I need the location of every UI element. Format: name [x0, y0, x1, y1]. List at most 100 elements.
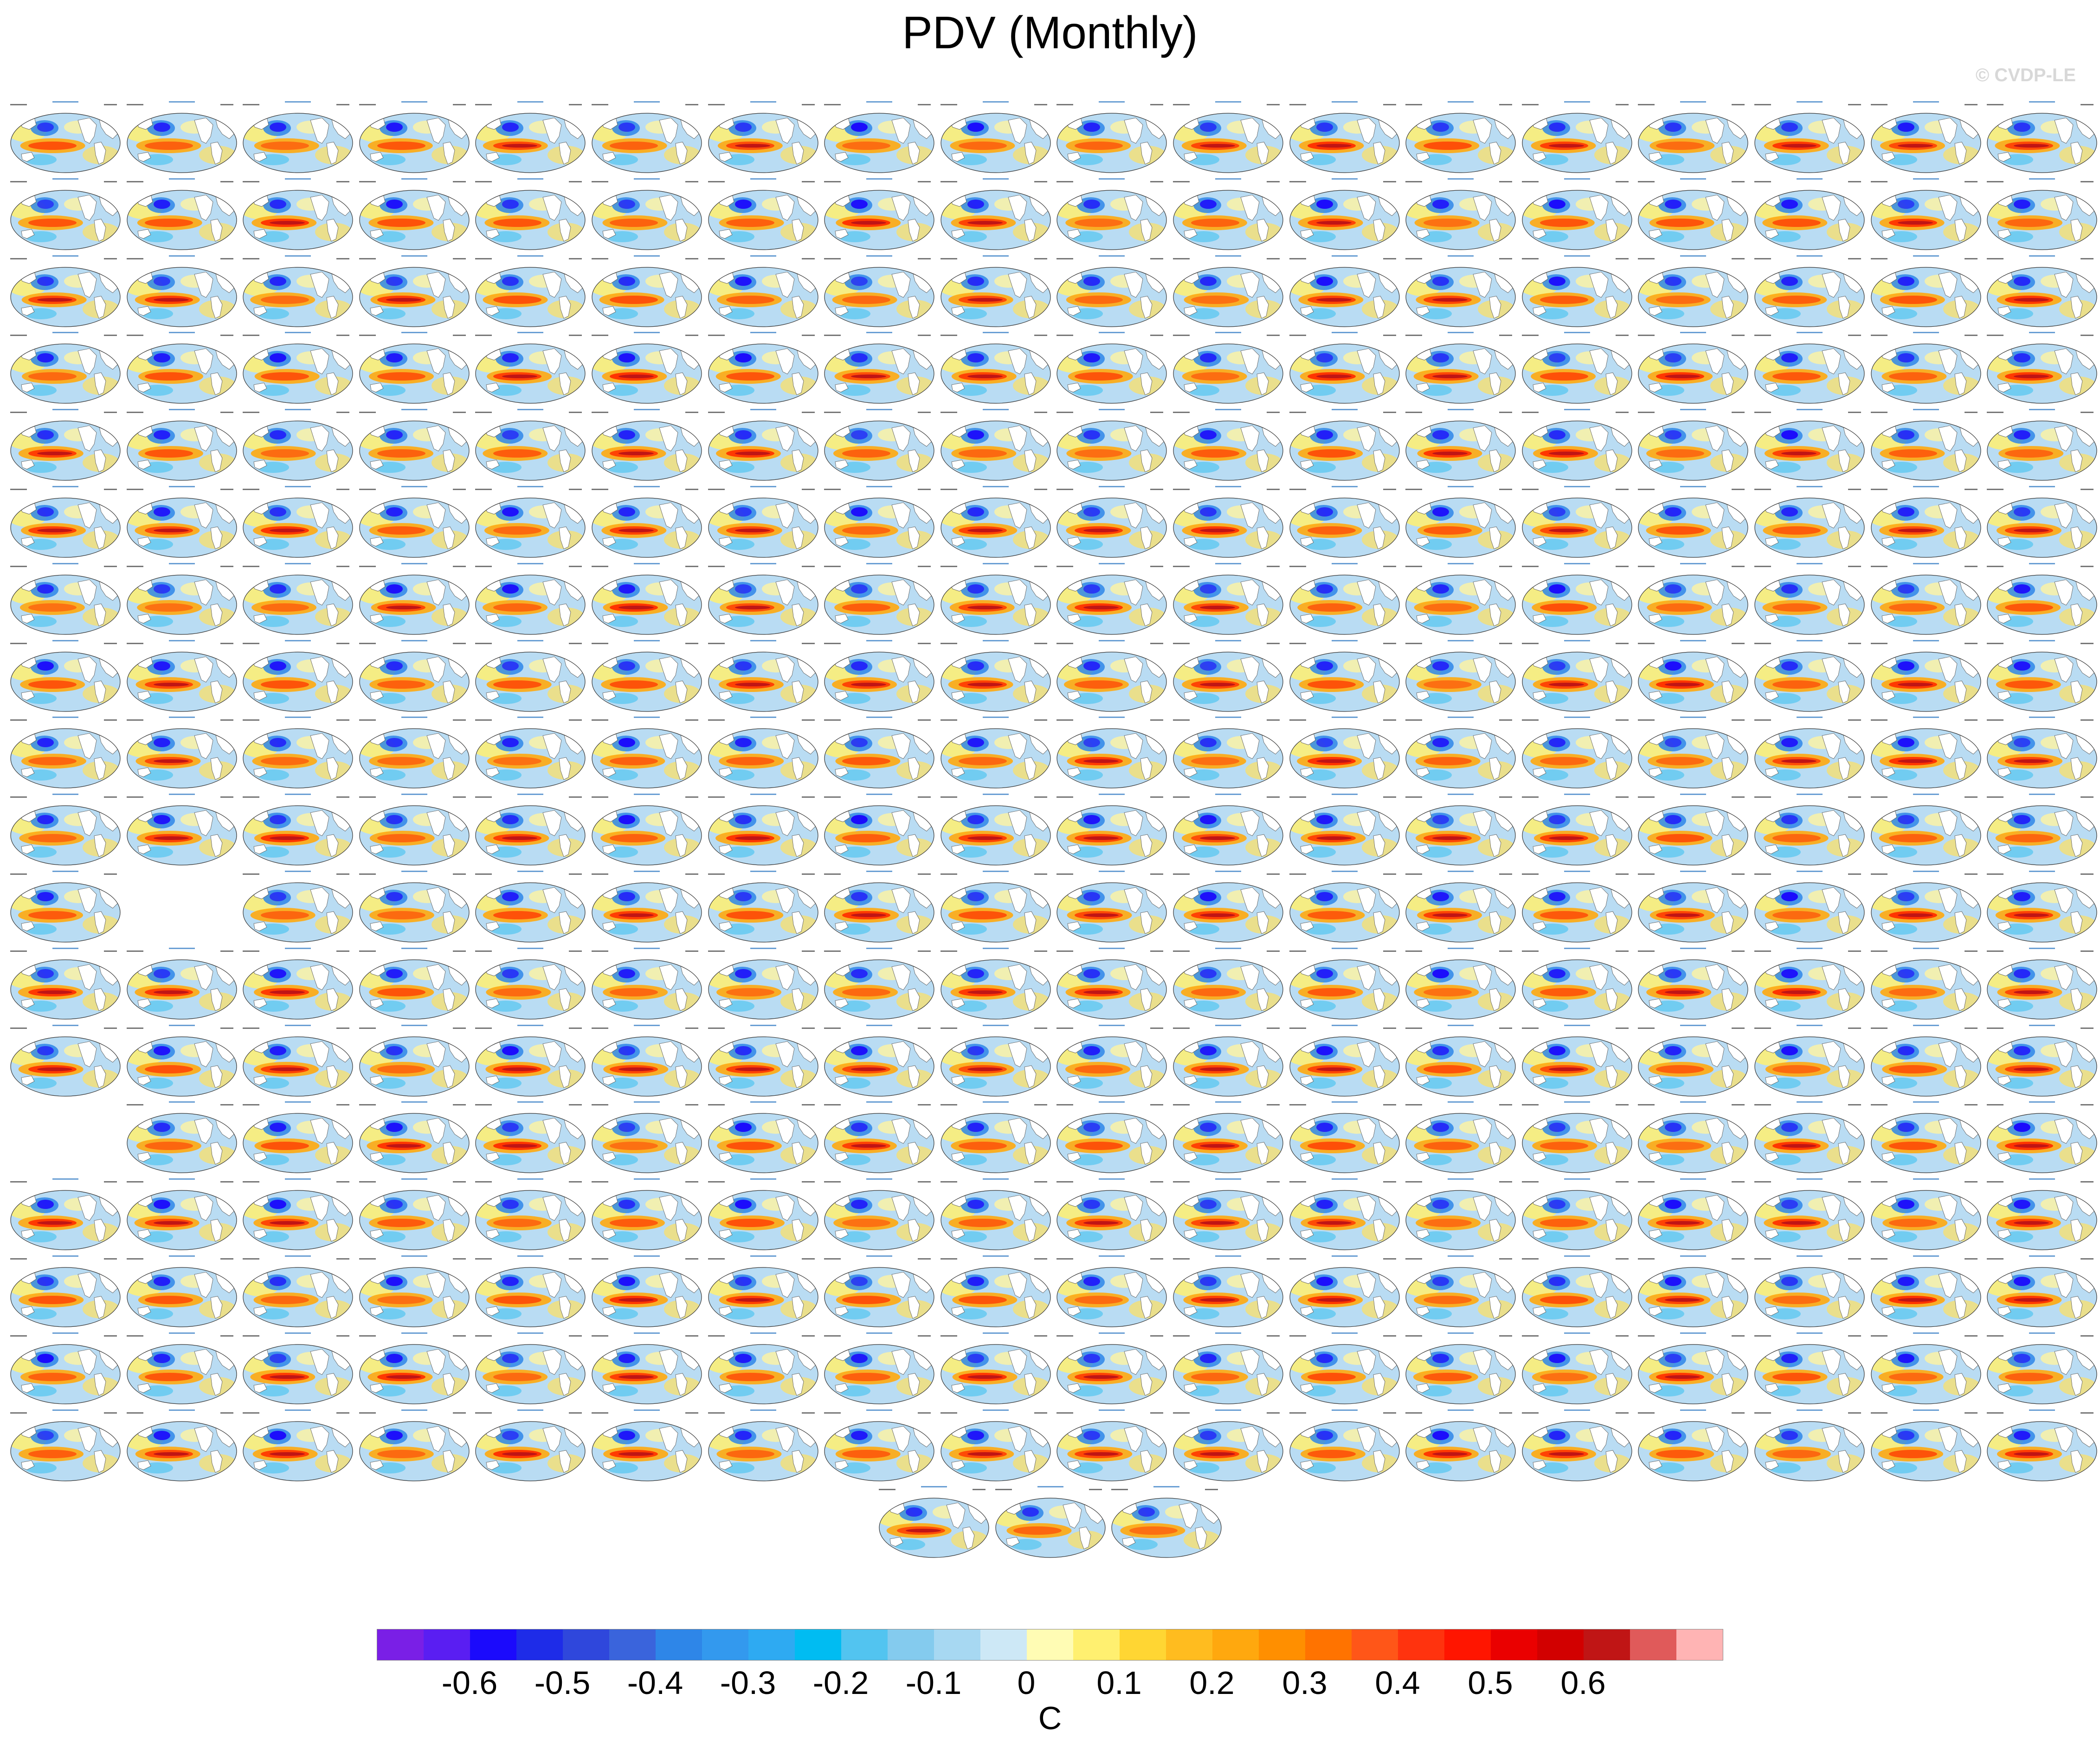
map-panel: [125, 1331, 239, 1407]
map-panel: [241, 1331, 355, 1407]
map-panel: [706, 1254, 820, 1330]
map-panel: [1404, 1023, 1518, 1099]
map-panel: [939, 946, 1053, 1022]
map-panel: [590, 1176, 704, 1253]
map-panel: [939, 1176, 1053, 1253]
map-panel: [473, 484, 587, 561]
map-panel: [8, 792, 122, 868]
map-panel: [357, 561, 471, 638]
colorbar-box: [1120, 1629, 1166, 1660]
colorbar-box: [1398, 1629, 1444, 1660]
map-panel: [1869, 869, 1983, 945]
map-panel: [590, 792, 704, 868]
map-panel: [590, 1099, 704, 1176]
map-panel: [706, 484, 820, 561]
map-panel: [125, 561, 239, 638]
map-panel: [1171, 407, 1285, 484]
colorbar-tick-label: 0.1: [1096, 1665, 1142, 1701]
map-panel: [1404, 99, 1518, 176]
map-panel: [1109, 1484, 1224, 1561]
map-panel: [473, 715, 587, 791]
map-panel: [1288, 715, 1402, 791]
map-panel: [8, 638, 122, 715]
colorbar-tick-label: -0.5: [534, 1665, 591, 1701]
map-panel: [357, 1023, 471, 1099]
map-panel: [1869, 176, 1983, 253]
map-panel: [1636, 561, 1750, 638]
map-panel: [939, 638, 1053, 715]
map-panel: [8, 869, 122, 945]
map-panel: [1171, 1023, 1285, 1099]
map-panel: [473, 99, 587, 176]
map-panel: [1055, 484, 1169, 561]
map-panel: [1288, 1023, 1402, 1099]
map-panel: [1636, 715, 1750, 791]
map-panel: [822, 1099, 936, 1176]
map-panel: [125, 176, 239, 253]
map-panel: [473, 1408, 587, 1484]
colorbar-box: [1352, 1629, 1398, 1660]
map-panel: [241, 1023, 355, 1099]
map-panel: [1869, 253, 1983, 330]
map-panel: [8, 330, 122, 407]
map-panel: [241, 176, 355, 253]
map-panel: [1055, 253, 1169, 330]
map-panel: [1752, 1099, 1867, 1176]
map-panel: [357, 946, 471, 1022]
map-panel: [1985, 869, 2099, 945]
map-panel: [1869, 1331, 1983, 1407]
map-panel: [1752, 1023, 1867, 1099]
colorbar-box: [934, 1629, 980, 1660]
colorbar-box: [1305, 1629, 1352, 1660]
map-panel: [706, 1408, 820, 1484]
map-panel: [1404, 1408, 1518, 1484]
colorbar-tick-label: -0.6: [441, 1665, 498, 1701]
map-panel: [822, 484, 936, 561]
map-panel: [1055, 1099, 1169, 1176]
map-panel: [1985, 561, 2099, 638]
map-panel: [1636, 1176, 1750, 1253]
map-panel: [473, 330, 587, 407]
map-panel: [357, 330, 471, 407]
colorbar-box: [1491, 1629, 1537, 1660]
map-panel: [241, 715, 355, 791]
map-panel: [125, 407, 239, 484]
map-panel: [125, 946, 239, 1022]
map-panel: [590, 638, 704, 715]
map-panel: [241, 1408, 355, 1484]
map-panel: [1636, 99, 1750, 176]
map-panel: [473, 561, 587, 638]
map-panel: [8, 561, 122, 638]
map-panel: [939, 484, 1053, 561]
map-panel: [1288, 330, 1402, 407]
map-panel: [1636, 1254, 1750, 1330]
map-panel: [1985, 176, 2099, 253]
map-panel: [8, 946, 122, 1022]
map-panel: [357, 407, 471, 484]
map-panel: [706, 176, 820, 253]
map-panel: [1869, 715, 1983, 791]
map-panel: [1288, 1254, 1402, 1330]
colorbar-box: [1027, 1629, 1073, 1660]
watermark: © CVDP-LE: [1975, 65, 2076, 85]
map-panel: [939, 1254, 1053, 1330]
map-panel: [8, 1176, 122, 1253]
map-panel: [1520, 792, 1634, 868]
map-panel: [357, 1408, 471, 1484]
map-panel: [1636, 1023, 1750, 1099]
map-panel: [241, 1176, 355, 1253]
map-panel: [357, 715, 471, 791]
map-panel: [125, 253, 239, 330]
map-panel: [1055, 1023, 1169, 1099]
map-panel: [8, 1023, 122, 1099]
colorbar-tick-label: -0.1: [905, 1665, 962, 1701]
map-panel: [125, 484, 239, 561]
map-panel: [706, 330, 820, 407]
map-panel: [8, 1331, 122, 1407]
colorbar-box: [980, 1629, 1027, 1660]
map-panel: [8, 1254, 122, 1330]
map-panel: [1404, 330, 1518, 407]
colorbar-tick-label: 0: [1017, 1665, 1036, 1701]
map-panel: [1171, 253, 1285, 330]
map-panel: [473, 1176, 587, 1253]
